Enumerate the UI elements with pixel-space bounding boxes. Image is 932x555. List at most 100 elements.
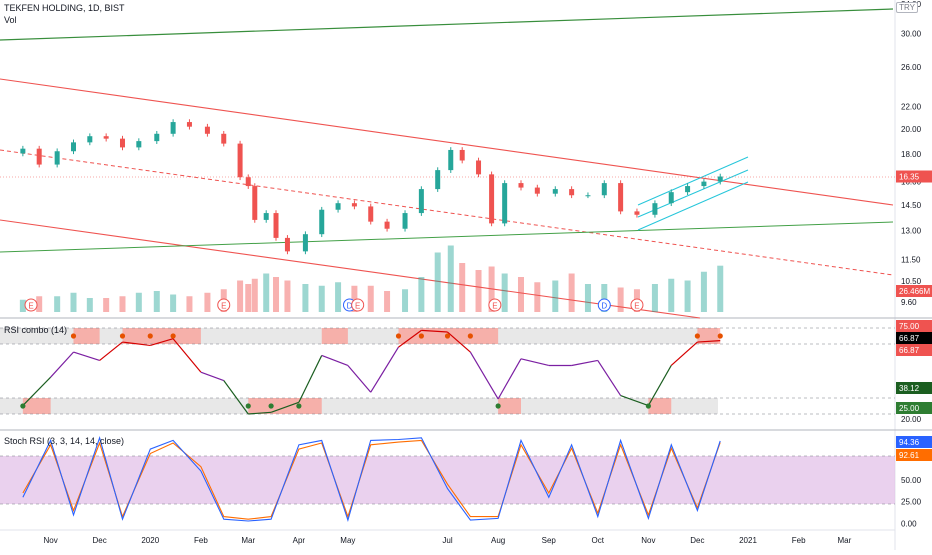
rsi-overbought-dot [395,333,402,339]
event-marker-label: E [355,302,360,311]
earnings-marker[interactable] [24,298,38,312]
time-tick-label: Feb [792,536,806,545]
currency-badge[interactable]: TRY [896,2,918,13]
rsi-line-segment [298,355,323,403]
candle-body [685,186,691,193]
earnings-marker[interactable] [488,298,502,312]
rsi-series [22,329,721,415]
candle-body [518,183,524,188]
rsi-line-segment [50,351,74,378]
green-support-trendline[interactable] [0,221,894,253]
rsi-value-tag-text: 66.87 [899,346,920,355]
rsi-line-segment [270,401,300,413]
price-tags: 16.35 26.466M 75.00 66.87 66.87 38.12 25.00 94.… [896,170,932,461]
volume-bar [668,278,675,312]
volume-bar [302,284,309,312]
rsi-line-segment [172,338,202,373]
rsi-overbought-dot [70,333,77,339]
earnings-marker[interactable] [351,298,365,312]
event-marker-label: E [492,302,497,311]
candle-body [368,206,374,222]
rsi-overbought-dot [119,333,126,339]
volume-bar [103,298,110,312]
channel-lower-line[interactable] [637,181,749,231]
candle-body [634,211,640,215]
volume-bar [501,273,508,312]
rsi-overbought-block [398,328,422,344]
rsi-overbought-dot [147,333,153,339]
last-price-tag-text: 16.35 [899,173,920,182]
rsi-line-segment [447,331,471,353]
volume-bar [651,284,658,312]
rsi-pane-label[interactable]: RSI combo (14) [4,325,68,335]
dividend-marker[interactable] [597,298,611,312]
candle-body [402,213,408,229]
volume-bars [19,245,724,312]
candle-body [136,141,142,148]
earnings-marker[interactable] [630,298,644,312]
channel-upper-line[interactable] [637,156,749,206]
rsi-line-segment [99,341,123,361]
price-tick-label: 18.00 [901,150,922,159]
rsi-overbought-block [447,328,471,344]
rsi-line-segment [321,354,349,367]
candle-body [652,203,658,215]
stoch-tick-label: 0.00 [901,520,917,529]
rsi-line-segment [620,395,649,407]
price-tick-label: 22.00 [901,103,922,112]
stoch-guides [0,455,895,505]
last-volume-tag-text: 26.466M [899,287,930,296]
rsi-overbought-dot [467,333,473,339]
rsi-highlight-blocks [22,328,721,414]
volume-label[interactable]: Vol [4,15,17,25]
trendline-drawings[interactable] [0,8,895,319]
candle-body [204,126,210,134]
rsi-value-tag [896,320,932,332]
last-volume-tag [896,285,932,297]
candle-body [154,133,160,142]
rsi-line-segment [421,329,448,333]
stoch-pane-label[interactable]: Stoch RSI (3, 3, 14, 14, close) [4,436,125,446]
earnings-marker[interactable] [217,298,231,312]
red-lower-trendline[interactable] [0,219,701,319]
rsi-line-segment [122,341,151,347]
green-upper-trendline[interactable] [0,8,894,41]
candle-body [418,189,424,214]
rsi-line-segment [670,341,698,366]
time-axis-ticks[interactable]: Nov Dec 2020 Feb Mar Apr May Jul Aug Sep Oct Nov Dec… [44,536,852,545]
rsi-oversold-block [271,398,299,414]
volume-bar [447,245,454,312]
rsi-line-segment [469,351,499,400]
stoch-series [22,435,721,522]
volume-bar [717,265,724,312]
rsi-value-tag [896,344,932,356]
red-dashed-midline[interactable] [0,149,894,276]
volume-bar [54,296,61,312]
stoch-band [0,456,895,504]
candle-body [717,176,723,182]
candle-body [263,213,269,220]
volume-bar [70,292,77,312]
candle-body [221,133,227,144]
candle-body [54,151,60,165]
candle-body [186,122,192,127]
volume-bar [402,289,409,312]
volume-bar [584,284,591,312]
time-tick-label: Dec [690,536,704,545]
stoch-d-tag-text: 92.61 [899,451,920,460]
rsi-oversold-block [648,398,672,414]
rsi-oversold-dot [495,403,501,409]
volume-bar [19,299,26,312]
rsi-overbought-dot [170,333,176,339]
symbol-title[interactable]: TEKFEN HOLDING, 1D, BIST [4,3,125,13]
event-marker-label: D [347,302,353,311]
last-price-tag [896,170,932,183]
rsi-overbought-block [321,328,348,344]
rsi-oversold-dot [645,403,651,409]
volume-bar [135,292,142,312]
rsi-value-tag-text: 38.12 [899,384,920,393]
rsi-value-tag [896,402,932,414]
